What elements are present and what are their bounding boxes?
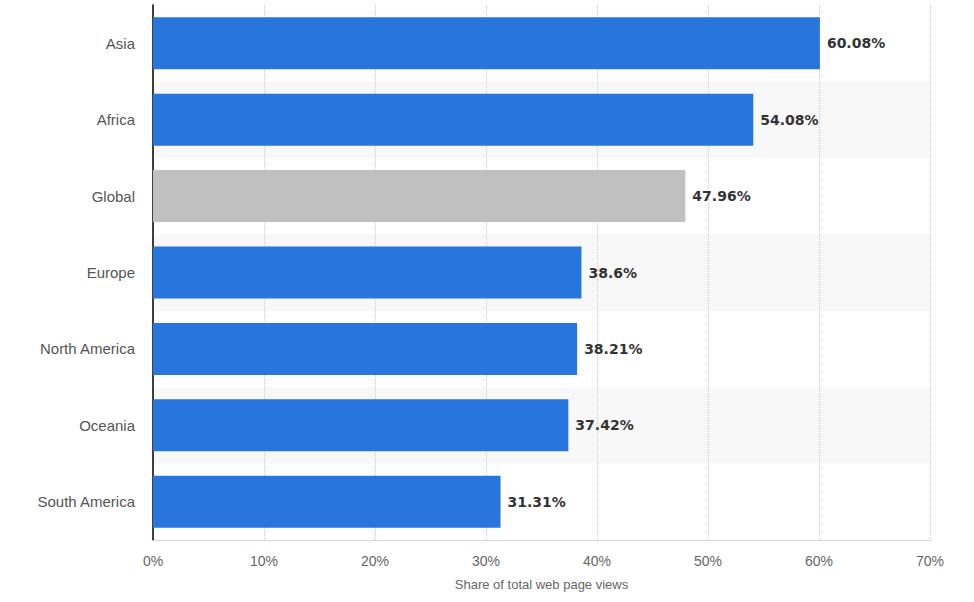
svg-text:47.96%: 47.96% [692, 188, 750, 204]
svg-text:Africa: Africa [97, 111, 136, 128]
svg-text:Global: Global [92, 188, 135, 205]
svg-text:38.21%: 38.21% [584, 341, 642, 357]
svg-text:38.6%: 38.6% [588, 265, 637, 281]
svg-text:Share of total web page views: Share of total web page views [455, 577, 629, 592]
svg-text:Oceania: Oceania [79, 417, 136, 434]
svg-text:54.08%: 54.08% [760, 112, 818, 128]
svg-text:0%: 0% [143, 553, 163, 569]
svg-text:20%: 20% [361, 553, 389, 569]
svg-text:60.08%: 60.08% [827, 35, 885, 51]
svg-text:10%: 10% [250, 553, 278, 569]
svg-text:South America: South America [37, 493, 135, 510]
svg-text:40%: 40% [583, 553, 611, 569]
svg-text:Europe: Europe [87, 264, 135, 281]
svg-text:North America: North America [40, 340, 136, 357]
svg-text:30%: 30% [472, 553, 500, 569]
svg-text:37.42%: 37.42% [575, 417, 633, 433]
svg-text:70%: 70% [916, 553, 944, 569]
svg-text:50%: 50% [694, 553, 722, 569]
svg-text:Asia: Asia [106, 35, 136, 52]
svg-text:60%: 60% [805, 553, 833, 569]
svg-text:31.31%: 31.31% [508, 494, 566, 510]
